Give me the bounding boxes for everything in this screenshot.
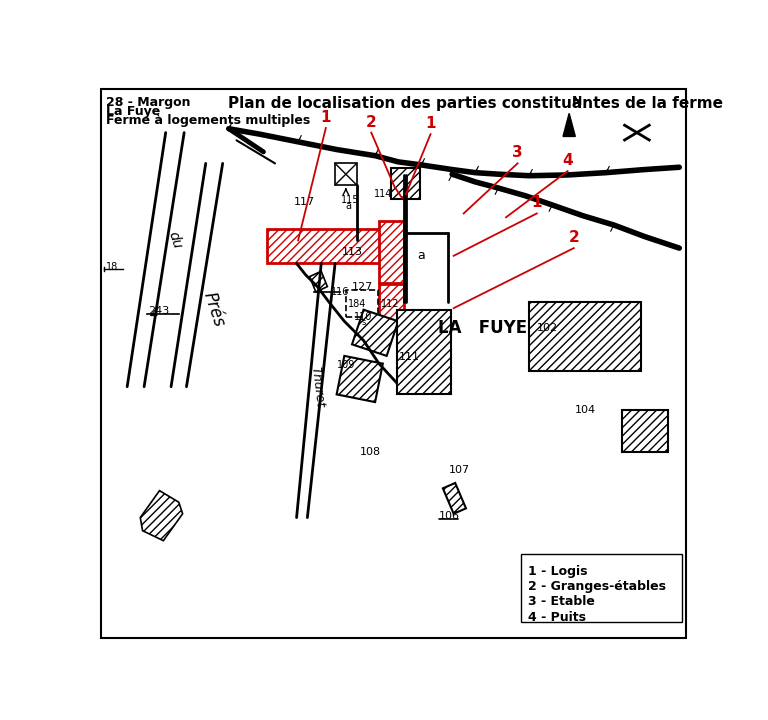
Bar — [267, 229, 381, 264]
Text: 111: 111 — [399, 352, 419, 362]
Text: a: a — [346, 201, 352, 211]
Text: 1 - Logis: 1 - Logis — [528, 564, 587, 577]
Text: 108: 108 — [359, 447, 381, 457]
Text: 184: 184 — [348, 299, 366, 309]
Text: 113: 113 — [342, 247, 362, 257]
Text: 106: 106 — [439, 511, 460, 521]
Text: a: a — [418, 249, 425, 262]
Bar — [390, 168, 420, 199]
Polygon shape — [141, 490, 183, 541]
Bar — [529, 302, 641, 372]
Text: 2: 2 — [366, 114, 376, 130]
Text: N: N — [572, 95, 583, 108]
Text: 4: 4 — [562, 153, 573, 168]
Text: 2: 2 — [568, 230, 579, 245]
Text: 18: 18 — [106, 262, 118, 272]
Bar — [379, 284, 404, 321]
Text: 104: 104 — [575, 405, 597, 415]
Text: 243: 243 — [148, 306, 169, 316]
Bar — [397, 310, 451, 395]
Polygon shape — [443, 483, 466, 514]
Text: 112: 112 — [381, 300, 400, 310]
Text: La Fuye: La Fuye — [106, 105, 160, 118]
Text: Ferme à logements multiples: Ferme à logements multiples — [106, 114, 310, 127]
Text: LA   FUYE: LA FUYE — [439, 319, 528, 337]
Text: 2 - Granges-étables: 2 - Granges-étables — [528, 580, 666, 593]
Text: du: du — [166, 230, 184, 251]
Text: 1: 1 — [531, 195, 542, 210]
Text: 110: 110 — [353, 312, 372, 323]
Polygon shape — [310, 271, 327, 292]
Text: 1: 1 — [320, 110, 331, 125]
Polygon shape — [563, 113, 575, 137]
Text: 3 - Etable: 3 - Etable — [528, 595, 594, 608]
Text: 115: 115 — [340, 195, 359, 205]
Text: Prés: Prés — [200, 290, 227, 330]
Bar — [521, 554, 681, 621]
Text: 3: 3 — [512, 145, 523, 161]
Text: 127: 127 — [352, 282, 373, 292]
Text: s: s — [362, 318, 366, 326]
Text: Plan de localisation des parties constituantes de la ferme: Plan de localisation des parties constit… — [228, 96, 723, 111]
Text: 102: 102 — [537, 323, 558, 333]
Bar — [621, 410, 667, 452]
Text: 28 - Margon: 28 - Margon — [106, 96, 190, 109]
Polygon shape — [352, 310, 399, 356]
Bar — [379, 221, 404, 283]
Text: 109: 109 — [336, 360, 355, 370]
Polygon shape — [336, 356, 382, 402]
Text: 116: 116 — [331, 287, 349, 297]
Bar — [346, 290, 378, 318]
Text: 107: 107 — [449, 465, 470, 475]
Text: 114: 114 — [373, 189, 392, 199]
Text: Thuret: Thuret — [309, 366, 326, 408]
Text: 4 - Puits: 4 - Puits — [528, 611, 585, 624]
Text: 1: 1 — [425, 116, 435, 131]
Bar — [335, 163, 356, 185]
Text: 117: 117 — [294, 197, 316, 207]
